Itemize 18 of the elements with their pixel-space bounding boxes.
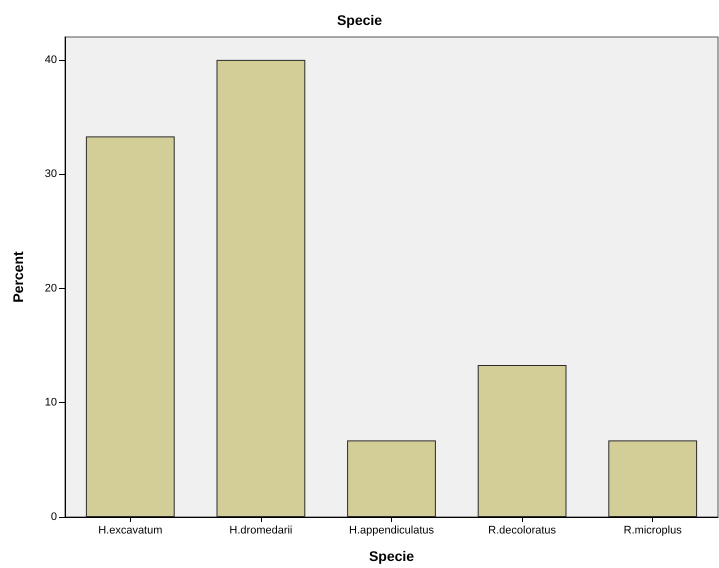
x-tick-label: H.dromedarii <box>229 524 292 536</box>
bar <box>608 440 698 517</box>
bar <box>86 136 175 517</box>
y-tick-label: 30 <box>44 168 57 180</box>
y-tick-label: 40 <box>44 54 57 66</box>
bar <box>216 60 306 517</box>
y-axis-title: Percent <box>10 250 26 303</box>
y-tick-label: 10 <box>44 396 57 409</box>
x-tick-label: H.excavatum <box>98 524 162 536</box>
chart-title: Specie <box>336 12 382 28</box>
y-tick-label: 0 <box>50 511 57 523</box>
x-axis-title: Specie <box>368 548 414 564</box>
x-tick-label: H.appendiculatus <box>348 524 434 536</box>
y-tick-label: 20 <box>44 282 57 294</box>
x-tick-label: R.microplus <box>624 524 682 536</box>
x-tick-label: R.decoloratus <box>488 524 557 536</box>
bar <box>478 365 567 517</box>
bar <box>347 440 436 517</box>
